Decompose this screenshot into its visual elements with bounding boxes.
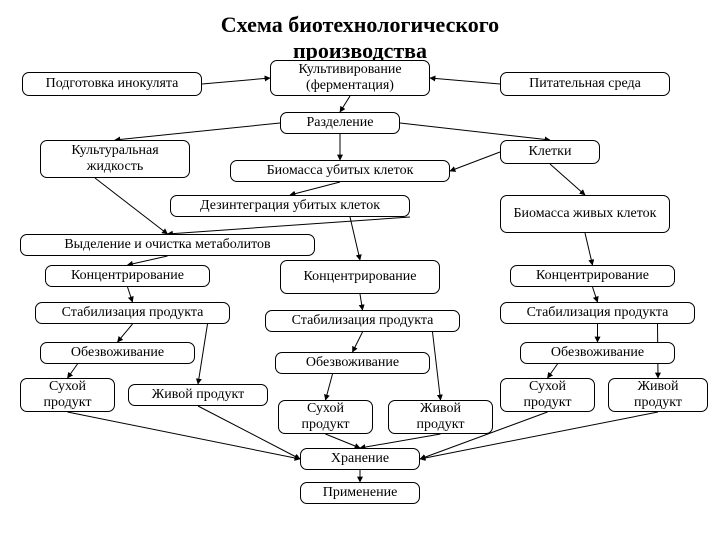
node-label-inoculum: Подготовка инокулята	[46, 76, 179, 92]
node-conc_r: Концентрирование	[510, 265, 675, 287]
node-label-stab_l: Стабилизация продукта	[62, 305, 204, 321]
diagram-title-line1: Схема биотехнологического	[0, 12, 720, 38]
node-label-medium: Питательная среда	[529, 76, 641, 92]
node-label-dry_l: Сухой продукт	[27, 379, 108, 411]
node-label-storage: Хранение	[331, 451, 389, 467]
node-live_biomass: Биомасса живых клеток	[500, 195, 670, 233]
edge-stab_l-live_l	[198, 324, 208, 384]
edge-dehyd_l-dry_l	[68, 364, 78, 378]
edge-disint-conc_c	[350, 217, 360, 260]
edge-ferment-separation	[340, 96, 350, 112]
node-label-culture_liq: Культуральная жидкость	[47, 143, 183, 175]
node-purify: Выделение и очистка метаболитов	[20, 234, 315, 256]
node-label-disint: Дезинтеграция убитых клеток	[200, 198, 380, 214]
node-label-ferment: Культивирование (ферментация)	[277, 62, 423, 94]
edge-live_biomass-conc_r	[585, 233, 593, 265]
edge-separation-cells	[400, 123, 550, 140]
node-label-dead_biomass: Биомасса убитых клеток	[267, 163, 414, 179]
node-stab_l: Стабилизация продукта	[35, 302, 230, 324]
edge-stab_c-dehyd_c	[353, 332, 363, 352]
edge-live_c-storage	[360, 434, 441, 448]
node-disint: Дезинтеграция убитых клеток	[170, 195, 410, 217]
node-label-separation: Разделение	[306, 115, 373, 131]
node-live_l: Живой продукт	[128, 384, 268, 406]
node-label-dehyd_r: Обезвоживание	[551, 345, 644, 361]
node-label-dehyd_l: Обезвоживание	[71, 345, 164, 361]
edge-cells-dead_biomass	[450, 152, 500, 171]
node-stab_c: Стабилизация продукта	[265, 310, 460, 332]
edge-dead_biomass-disint	[290, 182, 340, 195]
node-label-purify: Выделение и очистка метаболитов	[64, 237, 270, 253]
node-conc_c: Концентрирование	[280, 260, 440, 294]
node-separation: Разделение	[280, 112, 400, 134]
node-dry_r: Сухой продукт	[500, 378, 595, 412]
node-dehyd_c: Обезвоживание	[275, 352, 430, 374]
node-label-dry_r: Сухой продукт	[507, 379, 588, 411]
node-cells: Клетки	[500, 140, 600, 164]
edge-dry_c-storage	[326, 434, 361, 448]
node-dehyd_r: Обезвоживание	[520, 342, 675, 364]
node-label-conc_c: Концентрирование	[304, 269, 417, 285]
node-dry_c: Сухой продукт	[278, 400, 373, 434]
node-label-stab_c: Стабилизация продукта	[292, 313, 434, 329]
node-dehyd_l: Обезвоживание	[40, 342, 195, 364]
edge-disint-purify	[168, 217, 411, 234]
node-ferment: Культивирование (ферментация)	[270, 60, 430, 96]
node-medium: Питательная среда	[500, 72, 670, 96]
node-dry_l: Сухой продукт	[20, 378, 115, 412]
node-label-stab_r: Стабилизация продукта	[527, 305, 669, 321]
node-storage: Хранение	[300, 448, 420, 470]
edge-conc_c-stab_c	[360, 294, 363, 310]
node-live_c: Живой продукт	[388, 400, 493, 434]
node-stab_r: Стабилизация продукта	[500, 302, 695, 324]
node-label-live_biomass: Биомасса живых клеток	[514, 206, 657, 222]
node-label-live_r: Живой продукт	[615, 379, 701, 411]
edge-purify-conc_l	[128, 256, 168, 265]
edge-conc_l-stab_l	[128, 287, 133, 302]
node-label-conc_l: Концентрирование	[71, 268, 184, 284]
edge-culture_liq-purify	[95, 178, 168, 234]
edge-conc_r-stab_r	[593, 287, 598, 302]
node-dead_biomass: Биомасса убитых клеток	[230, 160, 450, 182]
edge-dehyd_r-dry_r	[548, 364, 558, 378]
node-live_r: Живой продукт	[608, 378, 708, 412]
edge-inoculum-ferment	[202, 78, 270, 84]
edge-separation-culture_liq	[115, 123, 280, 140]
edge-stab_l-dehyd_l	[118, 324, 133, 342]
node-culture_liq: Культуральная жидкость	[40, 140, 190, 178]
node-label-dry_c: Сухой продукт	[285, 401, 366, 433]
node-label-conc_r: Концентрирование	[536, 268, 649, 284]
edge-dry_l-storage	[68, 412, 301, 459]
node-label-use: Применение	[323, 485, 398, 501]
node-label-cells: Клетки	[529, 144, 572, 160]
node-use: Применение	[300, 482, 420, 504]
edge-dehyd_c-dry_c	[326, 374, 333, 400]
edge-stab_c-live_c	[433, 332, 441, 400]
node-label-dehyd_c: Обезвоживание	[306, 355, 399, 371]
node-inoculum: Подготовка инокулята	[22, 72, 202, 96]
node-label-live_l: Живой продукт	[152, 387, 245, 403]
node-conc_l: Концентрирование	[45, 265, 210, 287]
edge-medium-ferment	[430, 78, 500, 84]
edge-cells-live_biomass	[550, 164, 585, 195]
node-label-live_c: Живой продукт	[395, 401, 486, 433]
